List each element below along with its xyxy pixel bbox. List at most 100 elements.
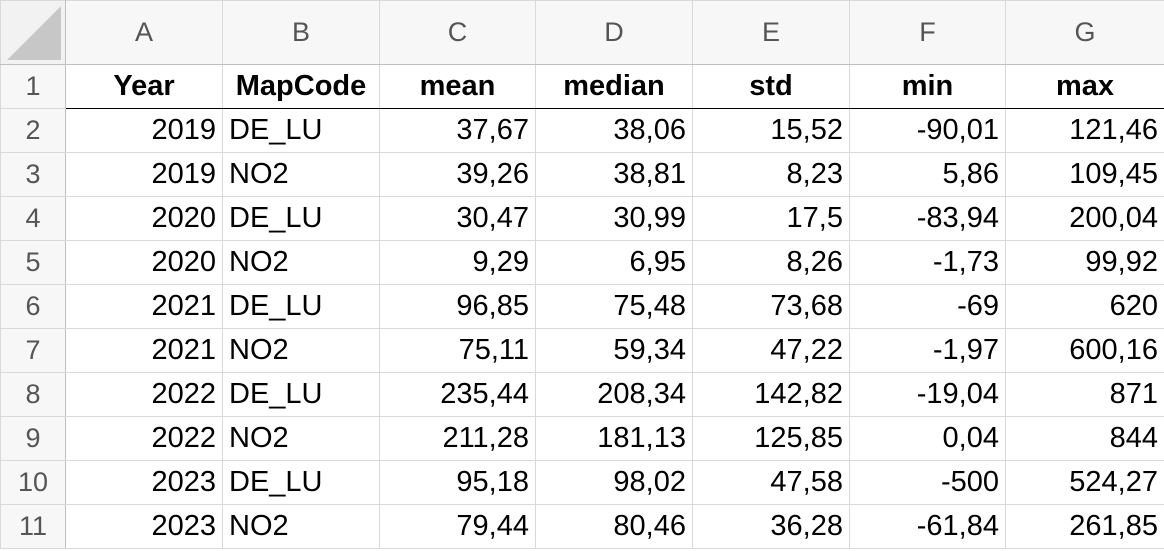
cell-std[interactable]: 47,22 <box>692 328 850 373</box>
cell-max[interactable]: 109,45 <box>1005 152 1164 197</box>
cell-median[interactable]: 75,48 <box>535 284 693 329</box>
row-header[interactable]: 2 <box>0 108 66 153</box>
cell-mapcode[interactable]: DE_LU <box>222 196 380 241</box>
cell-year[interactable]: 2022 <box>65 372 223 417</box>
cell-median[interactable]: 6,95 <box>535 240 693 285</box>
cell-year[interactable]: 2021 <box>65 284 223 329</box>
cell-mean[interactable]: 96,85 <box>379 284 536 329</box>
header-cell-mean[interactable]: mean <box>379 64 536 109</box>
cell-mean[interactable]: 75,11 <box>379 328 536 373</box>
row-header-1[interactable]: 1 <box>0 64 66 109</box>
cell-min[interactable]: -19,04 <box>849 372 1006 417</box>
cell-std[interactable]: 8,23 <box>692 152 850 197</box>
header-cell-year[interactable]: Year <box>65 64 223 109</box>
cell-max[interactable]: 600,16 <box>1005 328 1164 373</box>
cell-std[interactable]: 47,58 <box>692 460 850 505</box>
cell-min[interactable]: -500 <box>849 460 1006 505</box>
cell-min[interactable]: -90,01 <box>849 108 1006 153</box>
header-cell-median[interactable]: median <box>535 64 693 109</box>
cell-min[interactable]: 5,86 <box>849 152 1006 197</box>
cell-min[interactable]: 0,04 <box>849 416 1006 461</box>
cell-median[interactable]: 30,99 <box>535 196 693 241</box>
header-cell-std[interactable]: std <box>692 64 850 109</box>
cell-mean[interactable]: 211,28 <box>379 416 536 461</box>
cell-max[interactable]: 121,46 <box>1005 108 1164 153</box>
cell-median[interactable]: 208,34 <box>535 372 693 417</box>
cell-median[interactable]: 98,02 <box>535 460 693 505</box>
cell-mean[interactable]: 235,44 <box>379 372 536 417</box>
cell-year[interactable]: 2020 <box>65 196 223 241</box>
column-header-g[interactable]: G <box>1005 0 1164 65</box>
column-header-c[interactable]: C <box>379 0 536 65</box>
row-header[interactable]: 4 <box>0 196 66 241</box>
row-header[interactable]: 11 <box>0 504 66 549</box>
cell-mapcode[interactable]: NO2 <box>222 504 380 549</box>
cell-max[interactable]: 99,92 <box>1005 240 1164 285</box>
row-header[interactable]: 5 <box>0 240 66 285</box>
cell-std[interactable]: 73,68 <box>692 284 850 329</box>
cell-mean[interactable]: 37,67 <box>379 108 536 153</box>
row-header[interactable]: 6 <box>0 284 66 329</box>
cell-mapcode[interactable]: DE_LU <box>222 108 380 153</box>
cell-mapcode[interactable]: DE_LU <box>222 372 380 417</box>
table-row: 2 2019 DE_LU 37,67 38,06 15,52 -90,01 121,46 <box>0 108 1164 153</box>
cell-mapcode[interactable]: DE_LU <box>222 284 380 329</box>
cell-mapcode[interactable]: DE_LU <box>222 460 380 505</box>
cell-min[interactable]: -83,94 <box>849 196 1006 241</box>
cell-std[interactable]: 17,5 <box>692 196 850 241</box>
cell-min[interactable]: -69 <box>849 284 1006 329</box>
column-header-e[interactable]: E <box>692 0 850 65</box>
cell-mean[interactable]: 39,26 <box>379 152 536 197</box>
cell-mean[interactable]: 79,44 <box>379 504 536 549</box>
cell-year[interactable]: 2019 <box>65 152 223 197</box>
column-header-f[interactable]: F <box>849 0 1006 65</box>
cell-std[interactable]: 8,26 <box>692 240 850 285</box>
cell-median[interactable]: 38,06 <box>535 108 693 153</box>
cell-year[interactable]: 2020 <box>65 240 223 285</box>
cell-min[interactable]: -1,97 <box>849 328 1006 373</box>
cell-mapcode[interactable]: NO2 <box>222 152 380 197</box>
cell-mean[interactable]: 30,47 <box>379 196 536 241</box>
cell-std[interactable]: 125,85 <box>692 416 850 461</box>
cell-mean[interactable]: 95,18 <box>379 460 536 505</box>
cell-mapcode[interactable]: NO2 <box>222 240 380 285</box>
table-row: 3 2019 NO2 39,26 38,81 8,23 5,86 109,45 <box>0 152 1164 197</box>
cell-median[interactable]: 181,13 <box>535 416 693 461</box>
cell-median[interactable]: 59,34 <box>535 328 693 373</box>
cell-max[interactable]: 871 <box>1005 372 1164 417</box>
row-header[interactable]: 8 <box>0 372 66 417</box>
cell-max[interactable]: 200,04 <box>1005 196 1164 241</box>
cell-max[interactable]: 844 <box>1005 416 1164 461</box>
cell-year[interactable]: 2022 <box>65 416 223 461</box>
cell-max[interactable]: 524,27 <box>1005 460 1164 505</box>
cell-std[interactable]: 15,52 <box>692 108 850 153</box>
cell-median[interactable]: 80,46 <box>535 504 693 549</box>
cell-median[interactable]: 38,81 <box>535 152 693 197</box>
cell-year[interactable]: 2019 <box>65 108 223 153</box>
table-row: 11 2023 NO2 79,44 80,46 36,28 -61,84 261,85 <box>0 504 1164 549</box>
header-cell-mapcode[interactable]: MapCode <box>222 64 380 109</box>
cell-std[interactable]: 36,28 <box>692 504 850 549</box>
row-header[interactable]: 3 <box>0 152 66 197</box>
header-cell-max[interactable]: max <box>1005 64 1164 109</box>
cell-mean[interactable]: 9,29 <box>379 240 536 285</box>
cell-max[interactable]: 261,85 <box>1005 504 1164 549</box>
header-cell-min[interactable]: min <box>849 64 1006 109</box>
cell-max[interactable]: 620 <box>1005 284 1164 329</box>
cell-year[interactable]: 2021 <box>65 328 223 373</box>
cell-mapcode[interactable]: NO2 <box>222 416 380 461</box>
select-all-corner[interactable] <box>0 0 66 65</box>
row-header[interactable]: 9 <box>0 416 66 461</box>
column-header-b[interactable]: B <box>222 0 380 65</box>
table-row: 9 2022 NO2 211,28 181,13 125,85 0,04 844 <box>0 416 1164 461</box>
column-header-a[interactable]: A <box>65 0 223 65</box>
cell-year[interactable]: 2023 <box>65 504 223 549</box>
cell-std[interactable]: 142,82 <box>692 372 850 417</box>
cell-min[interactable]: -1,73 <box>849 240 1006 285</box>
cell-min[interactable]: -61,84 <box>849 504 1006 549</box>
cell-mapcode[interactable]: NO2 <box>222 328 380 373</box>
cell-year[interactable]: 2023 <box>65 460 223 505</box>
row-header[interactable]: 10 <box>0 460 66 505</box>
row-header[interactable]: 7 <box>0 328 66 373</box>
column-header-d[interactable]: D <box>535 0 693 65</box>
